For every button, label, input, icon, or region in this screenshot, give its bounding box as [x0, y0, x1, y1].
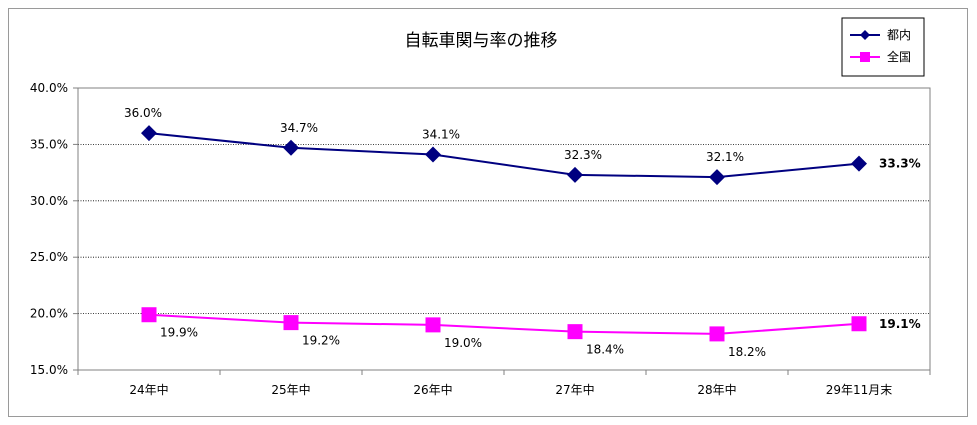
data-label: 19.2% — [302, 334, 340, 348]
y-tick-label: 35.0% — [30, 137, 68, 151]
y-tick-label: 40.0% — [30, 81, 68, 95]
data-label: 18.2% — [728, 345, 766, 359]
chart-title: 自転車関与率の推移 — [405, 31, 558, 51]
grid — [78, 143, 930, 315]
series-layer: 36.0% 34.7% 34.1% 32.3% 32.1% 33.3% 19.9% 19.2%… — [124, 106, 921, 359]
data-point-diamond — [709, 169, 725, 186]
x-tick-label: 28年中 — [697, 382, 736, 397]
chart-frame — [8, 8, 968, 417]
data-label: 19.9% — [160, 326, 198, 340]
data-point-square — [425, 317, 441, 333]
data-point-diamond — [425, 146, 441, 163]
data-point-diamond — [283, 139, 299, 156]
legend-marker-diamond — [860, 30, 870, 40]
y-tick-label: 30.0% — [30, 194, 68, 208]
data-point-diamond — [141, 125, 157, 142]
legend-label: 都内 — [887, 28, 911, 42]
x-tick-label: 27年中 — [555, 382, 594, 397]
y-tick-label: 25.0% — [30, 250, 68, 264]
data-point-square — [283, 315, 299, 331]
data-point-square — [709, 326, 725, 342]
x-tick-label: 26年中 — [413, 382, 452, 397]
data-label: 19.0% — [444, 336, 482, 350]
data-label: 32.1% — [706, 150, 744, 164]
data-point-square — [567, 324, 583, 340]
legend-label: 全国 — [887, 49, 911, 64]
legend-box — [841, 17, 925, 77]
axes: 15.0% 20.0% 25.0% 30.0% 35.0% 40.0% 24年中 25年中 26… — [30, 81, 931, 397]
x-tick-label: 29年11月末 — [826, 383, 893, 397]
y-tick-label: 15.0% — [30, 363, 68, 377]
data-point-square — [141, 307, 157, 323]
legend-marker-square — [860, 52, 870, 62]
x-tick-label: 25年中 — [271, 382, 310, 397]
series-line-2 — [148, 313, 860, 335]
data-label: 34.1% — [422, 128, 460, 142]
data-point-diamond — [567, 166, 583, 183]
x-tick-label: 24年中 — [129, 382, 168, 397]
data-point-diamond — [851, 155, 867, 172]
data-label: 19.1% — [879, 317, 921, 331]
data-label: 36.0% — [124, 106, 162, 120]
data-label: 33.3% — [879, 157, 921, 171]
data-label: 34.7% — [280, 121, 318, 135]
data-point-square — [851, 316, 867, 332]
series-line-1 — [148, 132, 860, 179]
data-label: 18.4% — [586, 343, 624, 357]
data-label: 32.3% — [564, 148, 602, 162]
y-tick-label: 20.0% — [30, 307, 68, 321]
